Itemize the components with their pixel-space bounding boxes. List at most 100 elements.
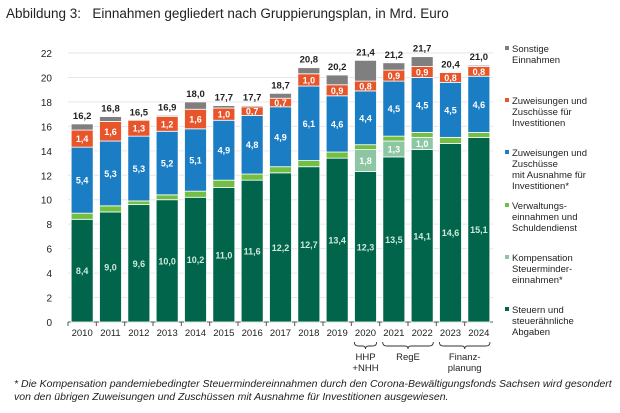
data-label: 5,4: [76, 176, 89, 186]
bar-segment: [269, 92, 292, 99]
bar-segment: [99, 116, 122, 122]
total-label: 17,7: [243, 93, 262, 104]
y-tick-label: 12: [41, 171, 53, 182]
bar-segment: [354, 144, 377, 150]
legend-swatch: [505, 46, 509, 50]
bar-segment: [439, 136, 462, 144]
total-label: 20,2: [328, 62, 347, 73]
bar-segment: [382, 135, 406, 142]
data-label: 4,9: [274, 132, 287, 142]
data-label: 13,4: [328, 236, 346, 246]
data-label: 1,3: [133, 124, 146, 134]
data-label: 0,9: [416, 67, 429, 77]
bar-segment: [70, 123, 94, 131]
x-tick-label: 2016: [242, 328, 263, 339]
data-label: 1,6: [189, 115, 202, 125]
data-label: 4,4: [359, 113, 372, 123]
bar-segment: [467, 64, 491, 67]
data-label: 1,2: [161, 119, 174, 129]
group-brace: [353, 341, 378, 350]
bar-segment: [155, 194, 179, 201]
data-label: 1,0: [218, 110, 231, 120]
y-tick-label: 8: [46, 220, 52, 231]
total-label: 18,0: [186, 89, 205, 100]
bar-segment: [155, 114, 179, 117]
legend-label: Zuschüsse für: [512, 107, 572, 118]
x-tick-label: 2018: [298, 328, 319, 339]
x-tick-label: 2013: [157, 328, 178, 339]
data-label: 5,3: [104, 169, 117, 179]
total-label: 16,5: [130, 107, 149, 118]
data-label: 0,8: [444, 73, 457, 83]
group-label: RegE: [396, 352, 420, 363]
data-label: 1,0: [416, 139, 429, 149]
data-label: 15,1: [470, 225, 488, 235]
legend-swatch: [505, 98, 509, 102]
data-label: 1,0: [303, 75, 316, 85]
x-tick-label: 2021: [383, 328, 404, 339]
total-label: 20,8: [300, 55, 319, 66]
x-tick-label: 2023: [440, 328, 461, 339]
bar-segment: [240, 173, 264, 181]
data-label: 6,1: [303, 119, 316, 129]
legend-label: Steuern und: [512, 305, 564, 316]
data-label: 4,9: [218, 146, 231, 156]
bar-segment: [439, 72, 462, 83]
data-label: 14,1: [413, 231, 431, 241]
data-label: 10,0: [158, 256, 176, 266]
bar-segment: [70, 212, 94, 220]
data-label: 9,0: [104, 262, 117, 272]
bar-segment: [354, 59, 377, 82]
bar-segment: [297, 67, 321, 75]
data-label: 8,4: [76, 266, 89, 276]
y-tick-label: 0: [46, 318, 52, 329]
data-label: 1,8: [359, 156, 372, 166]
bar-segment: [297, 160, 321, 168]
data-label: 5,2: [161, 159, 174, 169]
total-label: 16,9: [158, 102, 177, 113]
y-tick-label: 16: [41, 122, 53, 133]
data-label: 13,5: [385, 235, 403, 245]
data-label: 1,3: [388, 144, 401, 154]
x-tick-label: 2022: [412, 328, 433, 339]
legend-swatch: [505, 307, 509, 311]
bar-segment: [410, 132, 434, 138]
group-label: HHP: [355, 352, 375, 363]
x-tick-label: 2019: [327, 328, 348, 339]
legend-label: Investitionen: [512, 118, 565, 129]
legend-label: mit Ausnahme für: [512, 170, 586, 181]
x-tick-label: 2011: [100, 328, 120, 339]
y-tick-label: 22: [41, 49, 53, 60]
data-label: 10,2: [187, 255, 205, 265]
data-label: 11,0: [215, 250, 232, 260]
data-label: 0,8: [473, 67, 486, 77]
legend-label: Verwaltungs-: [512, 201, 567, 212]
x-tick-label: 2010: [72, 328, 93, 339]
data-label: 4,6: [331, 119, 344, 129]
legend-swatch: [505, 255, 509, 259]
total-label: 16,8: [101, 104, 120, 115]
bar-segment: [127, 119, 151, 137]
bar-segment: [212, 179, 236, 188]
legend-label: Schuldendienst: [512, 223, 577, 234]
bar-segment: [240, 105, 264, 108]
total-label: 21,7: [413, 44, 432, 55]
data-label: 9,6: [133, 259, 146, 269]
group-brace: [438, 341, 491, 350]
legend-swatch: [505, 150, 509, 154]
data-label: 4,5: [388, 104, 401, 114]
bar-segment: [184, 190, 207, 198]
legend-label: Kompensation: [512, 253, 573, 264]
bar-segment: [212, 105, 236, 109]
data-label: 4,5: [444, 105, 457, 115]
bar-segment: [184, 101, 207, 110]
data-label: 11,6: [244, 247, 261, 257]
bar-segment: [382, 62, 406, 71]
chart-title: Abbildung 3: Einnahmen gegliedert nach G…: [6, 6, 449, 21]
legend-label: Steuerminder-: [512, 264, 572, 275]
y-tick-label: 10: [41, 196, 53, 207]
bar-segment: [269, 166, 292, 174]
y-tick-label: 18: [41, 98, 53, 109]
legend-label: Abgaben: [512, 327, 550, 338]
